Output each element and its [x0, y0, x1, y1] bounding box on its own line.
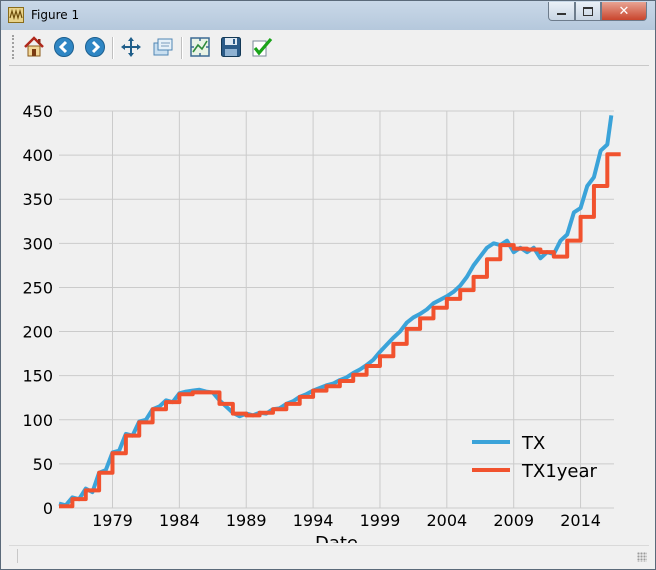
minimize-icon: [557, 13, 566, 15]
save-button[interactable]: [218, 34, 244, 60]
x-tick-label: 2014: [560, 511, 601, 530]
zoom-button[interactable]: [150, 34, 176, 60]
minimize-button[interactable]: [548, 2, 575, 21]
x-tick-label: 1999: [360, 511, 401, 530]
x-tick-label: 2009: [493, 511, 534, 530]
status-divider: [17, 549, 18, 563]
x-tick-label: 1979: [92, 511, 133, 530]
edit-checkmark-icon: [252, 37, 273, 57]
back-arrow-icon: [54, 37, 74, 57]
window-title: Figure 1: [31, 8, 80, 22]
toolbar-separator: [181, 37, 182, 59]
pan-icon: [121, 37, 141, 57]
status-bar: [9, 545, 649, 564]
x-tick-label: 1984: [159, 511, 200, 530]
series-line-tx1year: [59, 152, 621, 509]
y-tick-label: 0: [43, 499, 53, 518]
y-tick-label: 100: [22, 411, 53, 430]
back-button[interactable]: [51, 34, 77, 60]
x-tick-label: 2004: [426, 511, 467, 530]
toolbar-separator: [112, 37, 113, 59]
title-bar[interactable]: Figure 1 ✕: [1, 1, 655, 30]
toolbar: [9, 31, 649, 66]
y-tick-label: 450: [22, 102, 53, 121]
y-tick-label: 300: [22, 234, 53, 253]
y-tick-label: 200: [22, 323, 53, 342]
plot-canvas[interactable]: 0 50 100 150 200 250 300 350 400 450 1979 1984 1989 1…: [9, 66, 649, 543]
save-icon: [221, 37, 241, 57]
resize-grip-icon[interactable]: [637, 552, 647, 562]
matplotlib-app-icon: [8, 7, 24, 23]
edit-parameters-button[interactable]: [249, 34, 275, 60]
forward-button[interactable]: [82, 34, 108, 60]
legend-label-tx1year: TX1year: [521, 461, 598, 482]
maximize-button[interactable]: [575, 2, 601, 21]
forward-arrow-icon: [85, 37, 105, 57]
x-axis-label: Date: [315, 533, 358, 543]
legend-label-tx: TX: [521, 433, 545, 454]
toolbar-grip[interactable]: [12, 35, 17, 59]
home-button[interactable]: [21, 34, 47, 60]
maximize-icon: [583, 6, 593, 16]
pan-button[interactable]: [118, 34, 144, 60]
x-tick-label: 1994: [293, 511, 334, 530]
zoom-icon: [153, 38, 173, 56]
y-tick-label: 150: [22, 367, 53, 386]
subplots-icon: [190, 37, 210, 57]
home-icon: [24, 36, 44, 57]
y-tick-label: 50: [33, 455, 53, 474]
subplots-button[interactable]: [187, 34, 213, 60]
y-tick-label: 250: [22, 278, 53, 297]
close-icon: ✕: [618, 3, 630, 19]
y-tick-label: 400: [22, 146, 53, 165]
line-chart[interactable]: 0 50 100 150 200 250 300 350 400 450 1979 1984 1989 1…: [9, 66, 649, 543]
y-tick-label: 350: [22, 190, 53, 209]
close-button[interactable]: ✕: [601, 2, 647, 21]
x-tick-label: 1989: [226, 511, 267, 530]
